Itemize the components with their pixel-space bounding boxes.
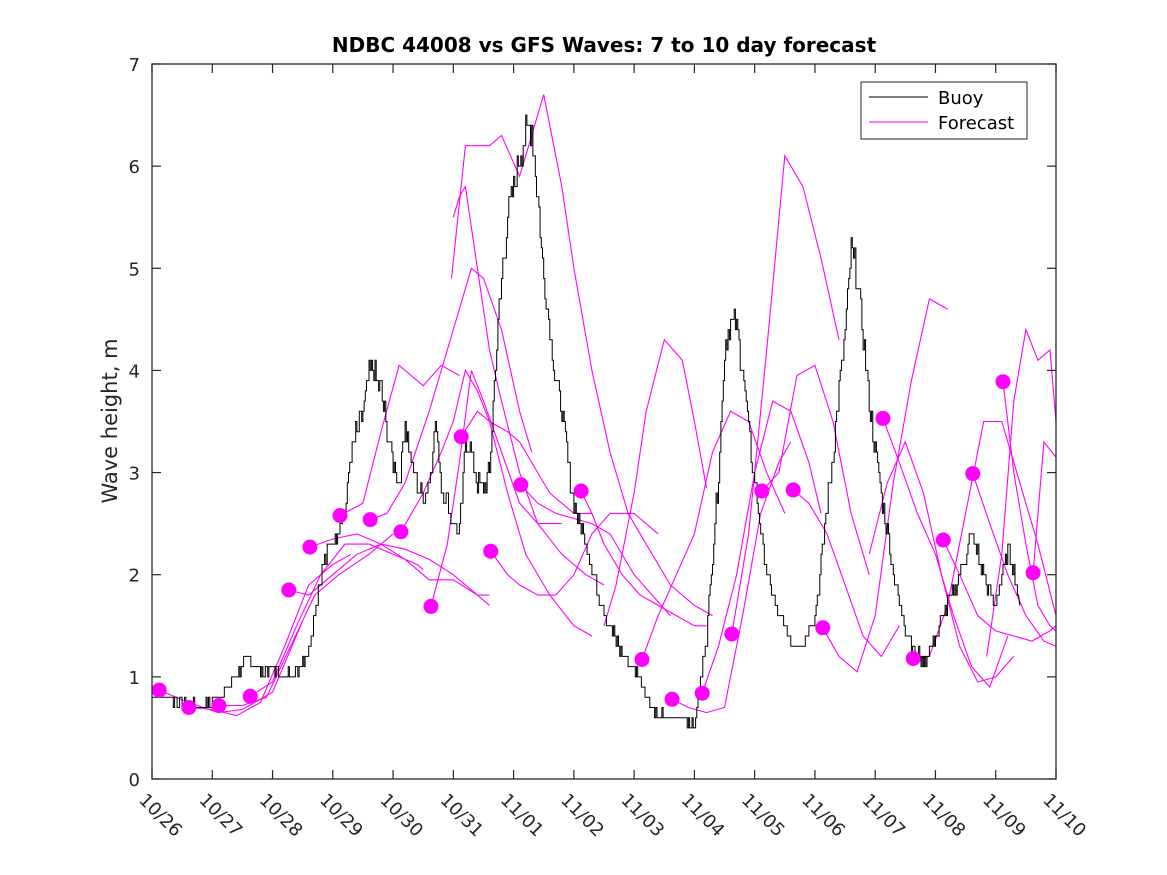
forecast-line-27 (942, 539, 1057, 642)
y-tick-label-1: 1 (129, 668, 140, 689)
forecast-start-marker-22 (905, 651, 921, 666)
y-tick-label-6: 6 (129, 157, 140, 178)
forecast-series-group (158, 94, 1057, 717)
forecast-line-22 (792, 489, 900, 658)
forecast-line-8 (400, 368, 593, 637)
forecast-start-marker-21 (875, 410, 891, 426)
forecast-line-17 (641, 410, 786, 660)
forecast-line-5 (309, 533, 490, 596)
forecast-line-12 (520, 484, 671, 616)
y-tick-label-3: 3 (129, 464, 140, 485)
forecast-start-marker-10 (453, 429, 469, 445)
buoy-series-group (152, 114, 1021, 729)
y-axis-ticks: 0 1 2 3 4 5 6 7 (129, 55, 1056, 791)
forecast-start-marker-19 (785, 482, 801, 498)
forecast-start-marker-24 (965, 466, 981, 482)
forecast-start-marker-5 (302, 539, 318, 555)
forecast-line-31 (1032, 440, 1057, 573)
forecast-line-28 (972, 473, 1057, 647)
y-tick-label-4: 4 (129, 361, 140, 382)
buoy-line (152, 114, 1021, 729)
forecast-line-18 (671, 441, 792, 714)
forecast-start-marker-6 (332, 508, 348, 523)
forecast-start-marker-7 (362, 512, 378, 528)
forecast-marker-group (151, 374, 1041, 715)
forecast-start-marker-18 (754, 483, 770, 499)
y-tick-label-0: 0 (129, 770, 140, 791)
forecast-start-marker-17 (724, 626, 740, 642)
forecast-line-2 (218, 533, 394, 707)
forecast-line-15 (580, 490, 707, 627)
forecast-line-6 (339, 364, 460, 516)
y-tick-label-7: 7 (129, 55, 140, 76)
forecast-start-marker-15 (664, 691, 680, 707)
forecast-start-marker-14 (634, 652, 650, 667)
forecast-start-marker-12 (513, 477, 529, 493)
forecast-line-3 (249, 543, 424, 697)
forecast-line-0 (158, 620, 304, 714)
forecast-line-11 (490, 512, 659, 596)
forecast-start-marker-25 (995, 374, 1011, 390)
forecast-line-16 (603, 338, 708, 626)
forecast-start-marker-20 (815, 620, 831, 636)
forecast-line-21 (761, 364, 870, 575)
legend-label-buoy: Buoy (938, 88, 984, 109)
forecast-start-marker-9 (423, 598, 439, 614)
forecast-line-19 (701, 400, 822, 694)
axes-background (152, 64, 1056, 779)
forecast-start-marker-26 (1025, 565, 1041, 581)
forecast-line-25 (868, 440, 1015, 683)
axes-frame (151, 63, 1057, 780)
forecast-start-marker-0 (151, 682, 167, 698)
legend-box (860, 81, 1028, 140)
forecast-line-23 (822, 298, 948, 673)
forecast-start-marker-2 (211, 698, 227, 713)
forecast-line-7 (370, 267, 533, 521)
forecast-start-marker-8 (393, 524, 409, 540)
legend-label-forecast: Forecast (938, 113, 1014, 134)
forecast-line-10 (460, 410, 592, 514)
forecast-start-marker-1 (181, 700, 197, 715)
forecast-start-marker-4 (281, 582, 297, 598)
forecast-line-20 (731, 154, 840, 635)
y-tick-label-2: 2 (129, 566, 140, 587)
legend: Buoy Forecast (860, 81, 1028, 140)
forecast-start-marker-13 (573, 483, 589, 499)
forecast-start-marker-3 (242, 688, 258, 704)
forecast-line-30 (986, 327, 1057, 657)
forecast-start-marker-16 (694, 685, 710, 701)
y-axis-label: Wave height, m (98, 338, 122, 503)
chart-title: NDBC 44008 vs GFS Waves: 7 to 10 day for… (332, 33, 877, 57)
forecast-start-marker-23 (935, 532, 951, 548)
forecast-start-marker-11 (483, 543, 499, 559)
forecast-line-14 (452, 184, 605, 586)
y-tick-label-5: 5 (129, 259, 140, 280)
forecast-line-13 (450, 94, 713, 617)
